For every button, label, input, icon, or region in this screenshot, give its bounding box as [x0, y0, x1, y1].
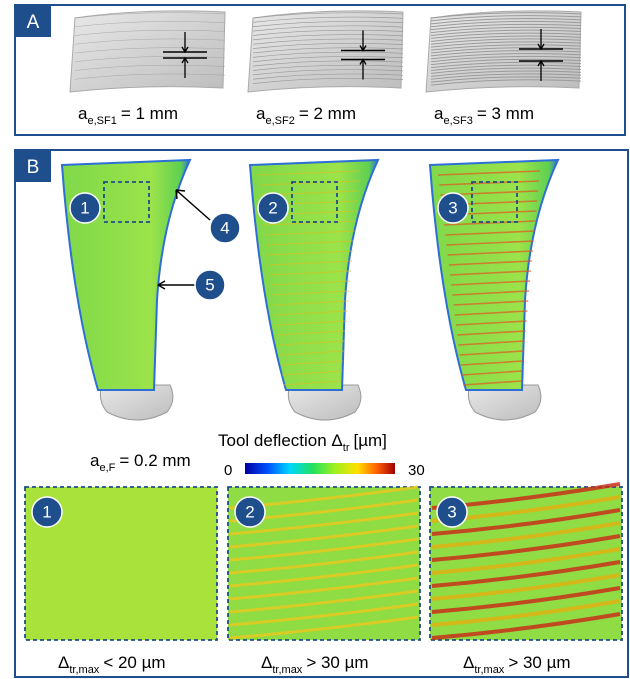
marker-label: 1 [80, 199, 89, 218]
marker-label: 5 [205, 276, 214, 295]
deflection-label: Δtr,max> 30 µm [261, 653, 369, 676]
stepover-label: ae,SF2= 2 mm [256, 104, 356, 127]
colorbar [245, 463, 395, 474]
marker-label: 2 [245, 503, 254, 522]
stepover-label: ae,SF3= 3 mm [434, 104, 534, 127]
marker-label: 2 [268, 199, 277, 218]
colorbar-min: 0 [224, 462, 232, 479]
zoom-views: 1 Δtr,max< 20 µm 2 Δtr,max> 30 µm 3 Δtr,max> … [25, 484, 622, 676]
panel-b-label: B [27, 157, 40, 178]
finish-label: ae,F= 0.2 mm [90, 451, 191, 474]
colorbar-title: Tool deflection Δtr[µm] [218, 431, 387, 454]
marker-label: 4 [220, 219, 229, 238]
colorbar-max: 30 [408, 462, 425, 479]
marker-label: 3 [447, 503, 456, 522]
panel-a-label: A [27, 12, 40, 33]
deflection-label: Δtr,max< 20 µm [58, 653, 166, 676]
panel-a-parts: ae,SF1= 1 mm ae,SF2= 2 mm ae,SF3= 3 mm [70, 11, 581, 127]
deflection-label: Δtr,max> 30 µm [463, 653, 571, 676]
arrow [176, 190, 210, 220]
figure: A ae,SF1= 1 mm ae,SF2= 2 mm ae,SF3= 3 mm B… [0, 0, 630, 679]
marker-label: 3 [448, 199, 457, 218]
stepover-label: ae,SF1= 1 mm [78, 104, 178, 127]
blades: 1 2 3 4 5 [62, 160, 558, 420]
arrow [158, 281, 195, 289]
marker-label: 1 [42, 503, 51, 522]
